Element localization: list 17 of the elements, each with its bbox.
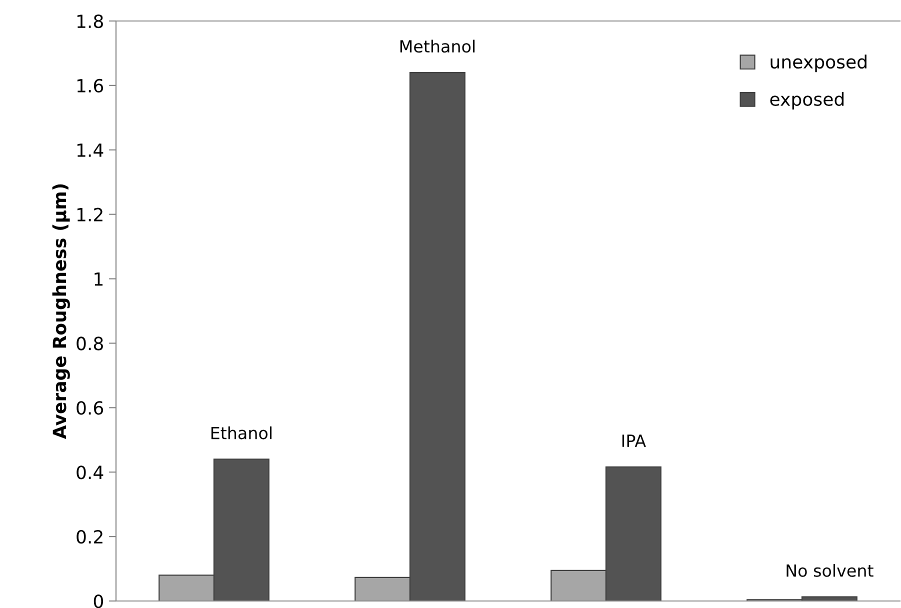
y-tick-label: 1.2 [77,208,102,222]
y-tick-label: 0.4 [76,466,104,480]
y-tick-label: 0.6 [76,401,104,415]
y-tick-label: 1.6 [77,78,104,93]
legend-label: unexposed [770,54,866,72]
y-tick-label: 0.8 [76,336,103,350]
x-tick-label: Methanol [400,40,475,53]
x-tick-label: No solvent [786,564,874,577]
x-tick-label: IPA [622,434,646,447]
x-tick-label: Ethanol [211,426,272,440]
y-tick-label: 0 [94,594,103,608]
legend-label: exposed [770,92,844,110]
y-axis-title: Average Roughness (µm) [52,184,70,440]
y-tick-label: 1.8 [77,14,103,28]
y-tick-label: 1 [94,272,103,286]
y-tick-label: 1.4 [77,144,104,157]
y-tick-label: 0.2 [76,530,102,544]
